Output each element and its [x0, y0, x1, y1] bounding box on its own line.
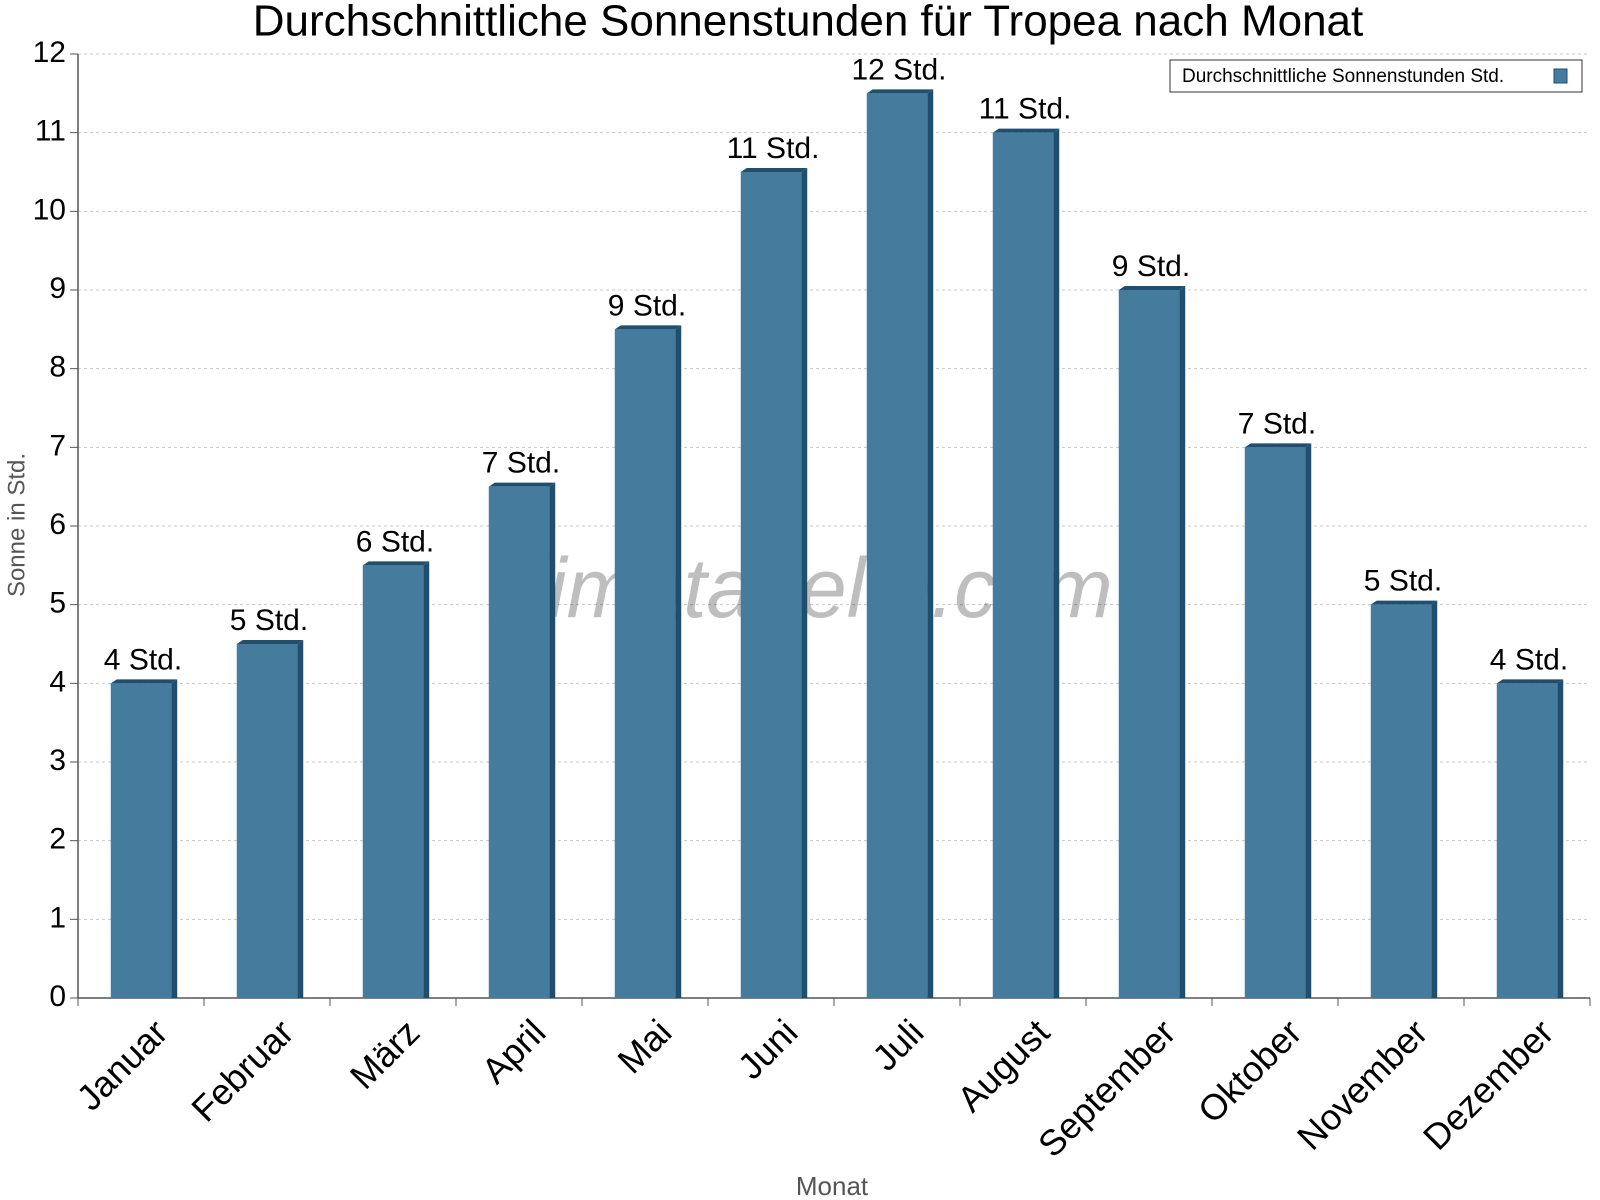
data-label: 7 Std.	[482, 447, 560, 480]
x-tick-label: April	[473, 1011, 553, 1091]
x-tick-label: Dezember	[1415, 1011, 1561, 1157]
bar	[866, 93, 928, 999]
bar	[362, 565, 424, 998]
bar	[1244, 447, 1306, 998]
bar-top	[1244, 443, 1312, 448]
bar-top	[614, 325, 682, 330]
x-tick-label: Februar	[183, 1011, 301, 1129]
legend: Durchschnittliche Sonnenstunden Std.	[1169, 59, 1583, 93]
y-tick-label: 5	[49, 587, 66, 620]
bar-side	[171, 679, 178, 998]
bar-side	[1053, 128, 1060, 998]
bar	[488, 486, 550, 998]
y-tick-label: 12	[33, 36, 66, 69]
y-tick-label: 4	[49, 665, 66, 698]
data-label: 9 Std.	[608, 289, 686, 322]
data-label: 5 Std.	[1364, 565, 1442, 598]
bar	[1496, 683, 1558, 998]
bar-top	[1118, 286, 1186, 290]
data-label: 12 Std.	[851, 53, 946, 86]
data-label: 11 Std.	[979, 93, 1072, 126]
y-tick-label: 1	[49, 901, 66, 934]
bar-side	[297, 640, 304, 998]
y-tick-label: 11	[35, 115, 66, 148]
y-tick-label: 8	[49, 351, 66, 384]
x-tick-label: Juli	[864, 1011, 931, 1078]
y-tick-label: 2	[49, 823, 66, 856]
x-tick-label: Oktober	[1190, 1011, 1310, 1131]
bar-top	[1370, 600, 1438, 605]
bar-top	[362, 561, 430, 566]
y-tick-label: 6	[49, 508, 66, 541]
x-tick-label: Juni	[730, 1011, 806, 1087]
chart-title: Durchschnittliche Sonnenstunden für Trop…	[253, 0, 1363, 46]
bar-top	[110, 679, 178, 684]
bar	[1370, 604, 1432, 998]
bar-top	[488, 482, 556, 487]
data-label: 4 Std.	[104, 643, 182, 676]
x-tick-label: August	[949, 1011, 1057, 1119]
y-tick-label: 3	[49, 744, 66, 777]
bar	[740, 172, 802, 998]
bar-top	[236, 640, 304, 644]
bar-side	[1557, 679, 1564, 998]
legend-swatch	[1553, 68, 1568, 84]
bar-side	[549, 482, 556, 999]
data-label: 5 Std.	[230, 604, 308, 637]
y-tick-label: 10	[33, 193, 66, 226]
x-axis-title: Monat	[796, 1171, 869, 1200]
bar-side	[801, 168, 808, 998]
x-tick-label: März	[342, 1011, 428, 1097]
bar-top	[740, 168, 808, 172]
bar-side	[675, 325, 682, 998]
bar	[992, 132, 1054, 998]
bar	[236, 644, 298, 998]
bar-top	[866, 89, 934, 94]
x-tick-label: Mai	[609, 1011, 679, 1081]
y-tick-label: 0	[49, 980, 66, 1013]
y-tick-label: 7	[49, 429, 66, 462]
bar-top	[992, 128, 1060, 133]
data-label: 6 Std.	[356, 525, 434, 558]
bar-side	[1431, 600, 1438, 998]
data-label: 7 Std.	[1238, 407, 1316, 440]
bar-side	[1305, 443, 1312, 998]
bar-side	[1179, 286, 1186, 998]
x-tick-label: September	[1030, 1011, 1184, 1165]
bar	[1118, 290, 1180, 998]
data-label: 9 Std.	[1112, 250, 1190, 283]
bar-side	[423, 561, 430, 998]
legend-label: Durchschnittliche Sonnenstunden Std.	[1182, 66, 1504, 87]
bar	[614, 329, 676, 998]
bar-side	[927, 89, 934, 999]
x-tick-label: Januar	[69, 1011, 176, 1118]
bar	[110, 683, 172, 998]
data-label: 11 Std.	[727, 132, 820, 165]
legend-box	[1169, 59, 1583, 93]
bar-top	[1496, 679, 1564, 684]
y-tick-label: 9	[49, 272, 66, 305]
data-label: 4 Std.	[1490, 643, 1568, 676]
x-tick-label: November	[1289, 1011, 1435, 1157]
y-axis-title: Sonne in Std.	[3, 453, 30, 597]
